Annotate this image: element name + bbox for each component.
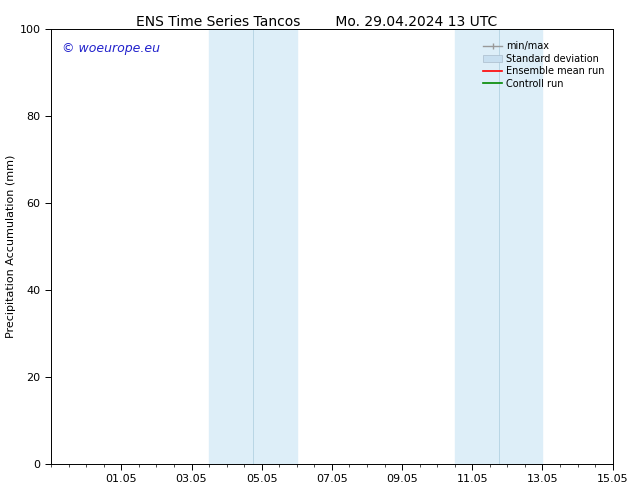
- Text: ENS Time Series Tancos        Mo. 29.04.2024 13 UTC: ENS Time Series Tancos Mo. 29.04.2024 13…: [136, 15, 498, 29]
- Bar: [209, 29, 297, 464]
- Legend: min/max, Standard deviation, Ensemble mean run, Controll run: min/max, Standard deviation, Ensemble me…: [480, 38, 608, 92]
- Text: © woeurope.eu: © woeurope.eu: [62, 42, 160, 55]
- Bar: [455, 29, 543, 464]
- Y-axis label: Precipitation Accumulation (mm): Precipitation Accumulation (mm): [6, 155, 16, 338]
